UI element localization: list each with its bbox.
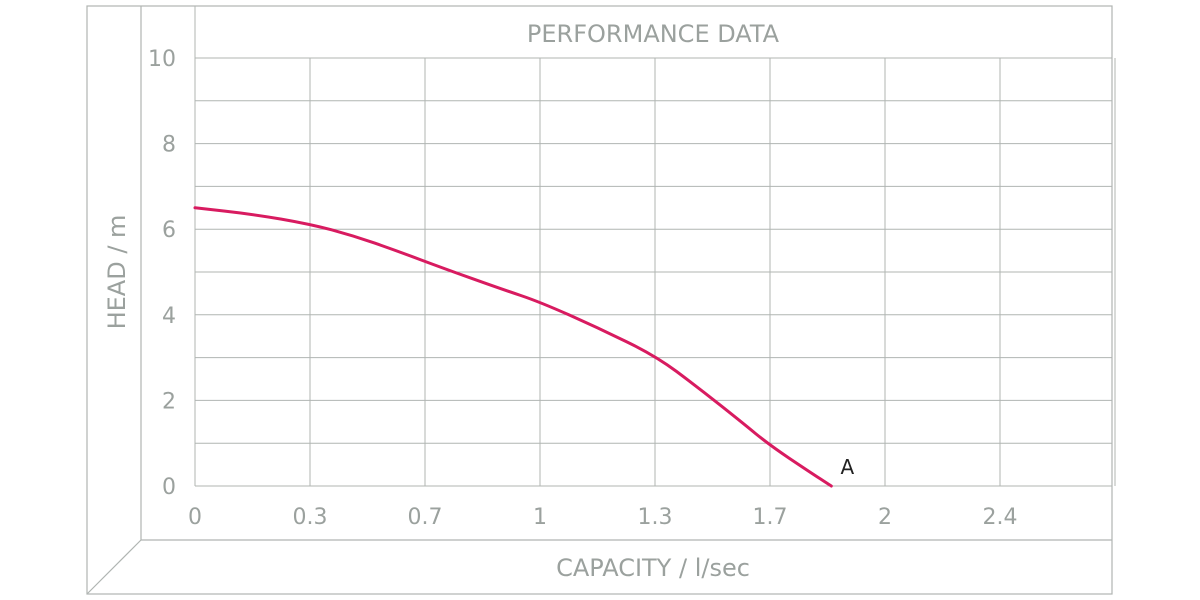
annotations-group: A bbox=[840, 455, 854, 479]
y-tick-label: 6 bbox=[162, 218, 176, 243]
x-tick-label: 0.7 bbox=[408, 505, 443, 530]
chart-frame bbox=[86, 5, 1113, 595]
x-tick-label: 0.3 bbox=[293, 505, 328, 530]
curve-label-a: A bbox=[840, 455, 854, 479]
x-tick-label: 1.7 bbox=[753, 505, 788, 530]
x-tick-label: 0 bbox=[188, 505, 202, 530]
x-tick-label: 1 bbox=[533, 505, 547, 530]
y-axis-label: HEAD / m bbox=[103, 215, 131, 330]
x-axis-label: CAPACITY / l/sec bbox=[556, 554, 750, 582]
x-tick-label: 2.4 bbox=[983, 505, 1018, 530]
y-tick-label: 2 bbox=[162, 389, 176, 414]
outer-frame bbox=[86, 5, 1113, 595]
chart-title: PERFORMANCE DATA bbox=[527, 20, 780, 48]
x-tick-label: 1.3 bbox=[638, 505, 673, 530]
grid-lines bbox=[194, 6, 1116, 487]
x-tick-label: 2 bbox=[878, 505, 892, 530]
y-tick-labels: 0 2 4 6 8 10 bbox=[148, 47, 176, 500]
x-tick-labels: 0 0.3 0.7 1 1.3 1.7 2 2.4 bbox=[188, 505, 1018, 530]
performance-curve bbox=[193, 206, 833, 488]
y-tick-label: 8 bbox=[162, 133, 176, 158]
y-tick-label: 10 bbox=[148, 47, 176, 72]
corner-diagonal bbox=[86, 539, 142, 595]
y-tick-label: 4 bbox=[162, 304, 176, 329]
y-tick-label: 0 bbox=[162, 475, 176, 500]
series-group bbox=[193, 206, 833, 488]
